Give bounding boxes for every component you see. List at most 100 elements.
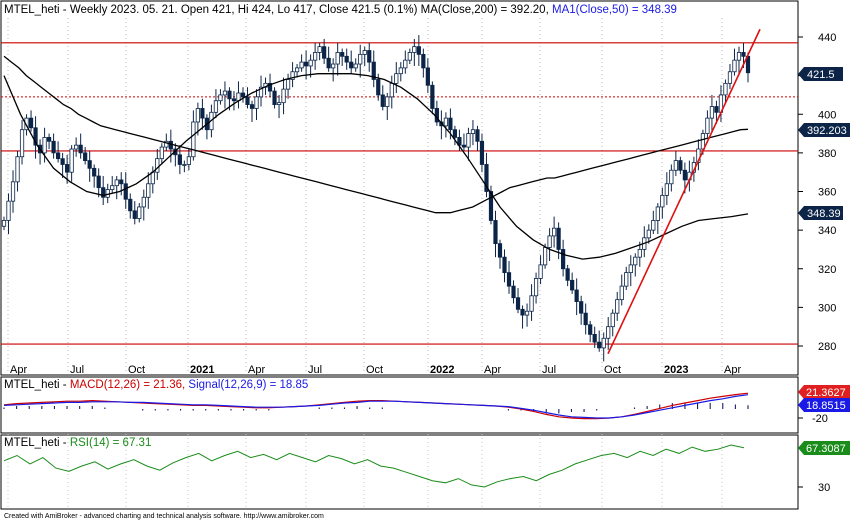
candle-body: [538, 264, 543, 279]
candle-body: [601, 337, 606, 349]
macd-histogram: [3, 403, 749, 414]
candle-body: [240, 92, 246, 98]
candle-body: [285, 79, 291, 90]
candle-body: [87, 160, 92, 169]
price-y-tick-label: 400: [818, 109, 836, 121]
candle-body: [182, 164, 187, 166]
candle-body: [466, 133, 471, 148]
candle-body: [96, 175, 101, 189]
candle-body: [231, 98, 237, 102]
ma200-line: [3, 55, 749, 214]
candle-body: [425, 67, 430, 86]
macd-value-tag: 21.3627: [798, 385, 850, 399]
candle-body: [416, 46, 421, 55]
candle-body: [83, 152, 88, 161]
candle-body: [380, 94, 385, 107]
x-tick-label: Oct: [366, 364, 383, 376]
price-header: MTEL_heti - Weekly 2023. 05. 21. Open 42…: [4, 4, 677, 16]
candle-body: [128, 198, 133, 212]
rsi-panel-border: [0, 434, 799, 510]
candle-body: [497, 243, 503, 258]
ma200-value-text: 392.203: [807, 125, 847, 137]
candle-body: [313, 52, 318, 61]
candle-body: [213, 100, 219, 113]
candle-body: [6, 200, 11, 221]
candle-body: [570, 279, 575, 291]
candle-body: [470, 129, 476, 134]
candle-body: [51, 140, 56, 154]
candle-body: [669, 169, 674, 185]
candle-body: [254, 96, 259, 109]
candle-body: [155, 158, 160, 173]
candle-body: [28, 117, 34, 129]
candle-body: [673, 160, 678, 171]
candle-body: [394, 73, 399, 84]
candle-body: [326, 57, 331, 69]
x-tick-label: Oct: [128, 364, 145, 376]
candle-body: [727, 71, 733, 84]
x-tick-label: Jul: [308, 364, 322, 376]
price-y-tick-label: 300: [818, 302, 836, 314]
rsi-value-tag: 67.3087: [798, 441, 850, 455]
footer-credit: Created with AmiBroker - advanced charti…: [4, 513, 324, 520]
candle-body: [515, 297, 521, 310]
candle-body: [367, 50, 372, 63]
candle-body: [646, 229, 651, 239]
candle-body: [389, 82, 394, 98]
candle-body: [317, 46, 322, 53]
candle-body: [362, 50, 367, 55]
candle-body: [502, 256, 507, 274]
candle-body: [10, 181, 16, 202]
candle-body: [281, 88, 286, 104]
candle-body: [191, 121, 196, 158]
candle-body: [19, 129, 25, 158]
candle-body: [218, 94, 223, 102]
candle-body: [164, 140, 169, 148]
candle-body: [56, 152, 61, 160]
candle-body: [660, 194, 665, 208]
candle-body: [520, 308, 525, 316]
rsi-value-text: 67.3087: [806, 443, 846, 455]
candle-body: [385, 96, 390, 107]
candle-body: [574, 289, 579, 302]
candle-body: [633, 256, 638, 266]
candle-body: [732, 59, 737, 73]
close-value-tag: 421.5: [798, 67, 843, 81]
price-y-tick-label: 280: [818, 341, 836, 353]
candle-body: [141, 196, 146, 208]
x-tick-label: Jul: [542, 364, 556, 376]
rsi-y-tick-label: 30: [818, 482, 830, 494]
value-tags: 421.5 392.203 348.39 21.3627 18.8515 67.…: [798, 67, 850, 455]
x-tick-label: Apr: [484, 364, 501, 376]
candle-body: [33, 127, 38, 146]
candle-body: [705, 117, 710, 134]
x-axis: Apr Jul Oct 2021 Apr Jul Oct 2022 Apr Jul Oct 2023 A…: [10, 364, 741, 376]
candle-body: [651, 220, 656, 231]
candle-body: [628, 264, 633, 274]
candle-body: [430, 84, 435, 109]
price-y-axis: 280300320340360380400420440: [798, 32, 836, 353]
trend-line: [607, 28, 761, 355]
rsi-header-value: RSI(14) = 67.31: [70, 437, 152, 449]
candle-body: [479, 140, 485, 165]
candle-body: [583, 312, 588, 326]
signal-line: [3, 394, 749, 419]
price-y-tick-label: 340: [818, 225, 836, 237]
candle-body: [736, 52, 742, 61]
candle-body: [452, 129, 458, 138]
candle-body: [741, 52, 746, 57]
candle-body: [714, 106, 719, 113]
candle-body: [655, 206, 660, 221]
rsi-y-axis: 30: [798, 482, 830, 494]
rsi-header: MTEL_heti - RSI(14) = 67.31: [4, 437, 151, 449]
candle-body: [556, 227, 561, 250]
candle-body: [619, 285, 624, 301]
time-grid: [7, 18, 723, 508]
x-tick-label: Apr: [10, 364, 27, 376]
candle-body: [110, 185, 115, 190]
candle-body: [484, 164, 489, 192]
candle-body: [78, 144, 83, 154]
candle-body: [304, 61, 309, 67]
candle-body: [588, 324, 593, 335]
